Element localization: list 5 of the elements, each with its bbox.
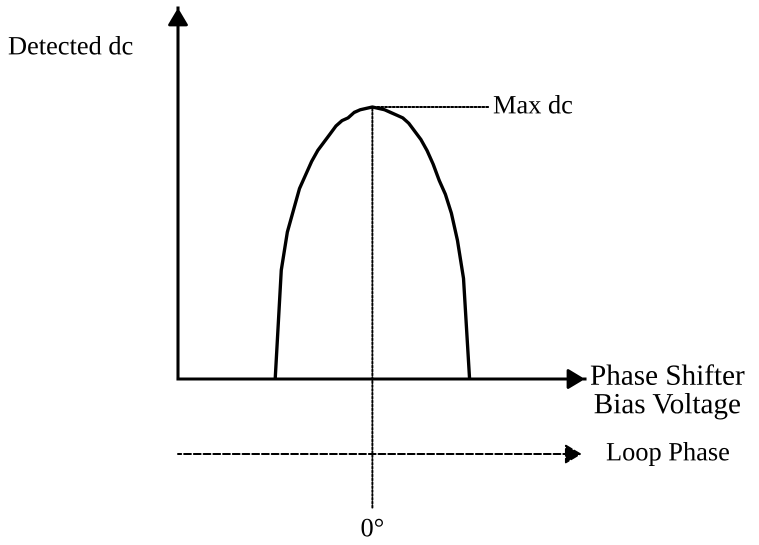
x-axis-title: Phase Shifter Bias Voltage (590, 364, 744, 420)
y-axis-title: Detected dc (8, 36, 132, 55)
text: 0° (362, 518, 383, 537)
text: Loop Phase (606, 442, 729, 466)
annotation: Max dc (494, 95, 572, 114)
